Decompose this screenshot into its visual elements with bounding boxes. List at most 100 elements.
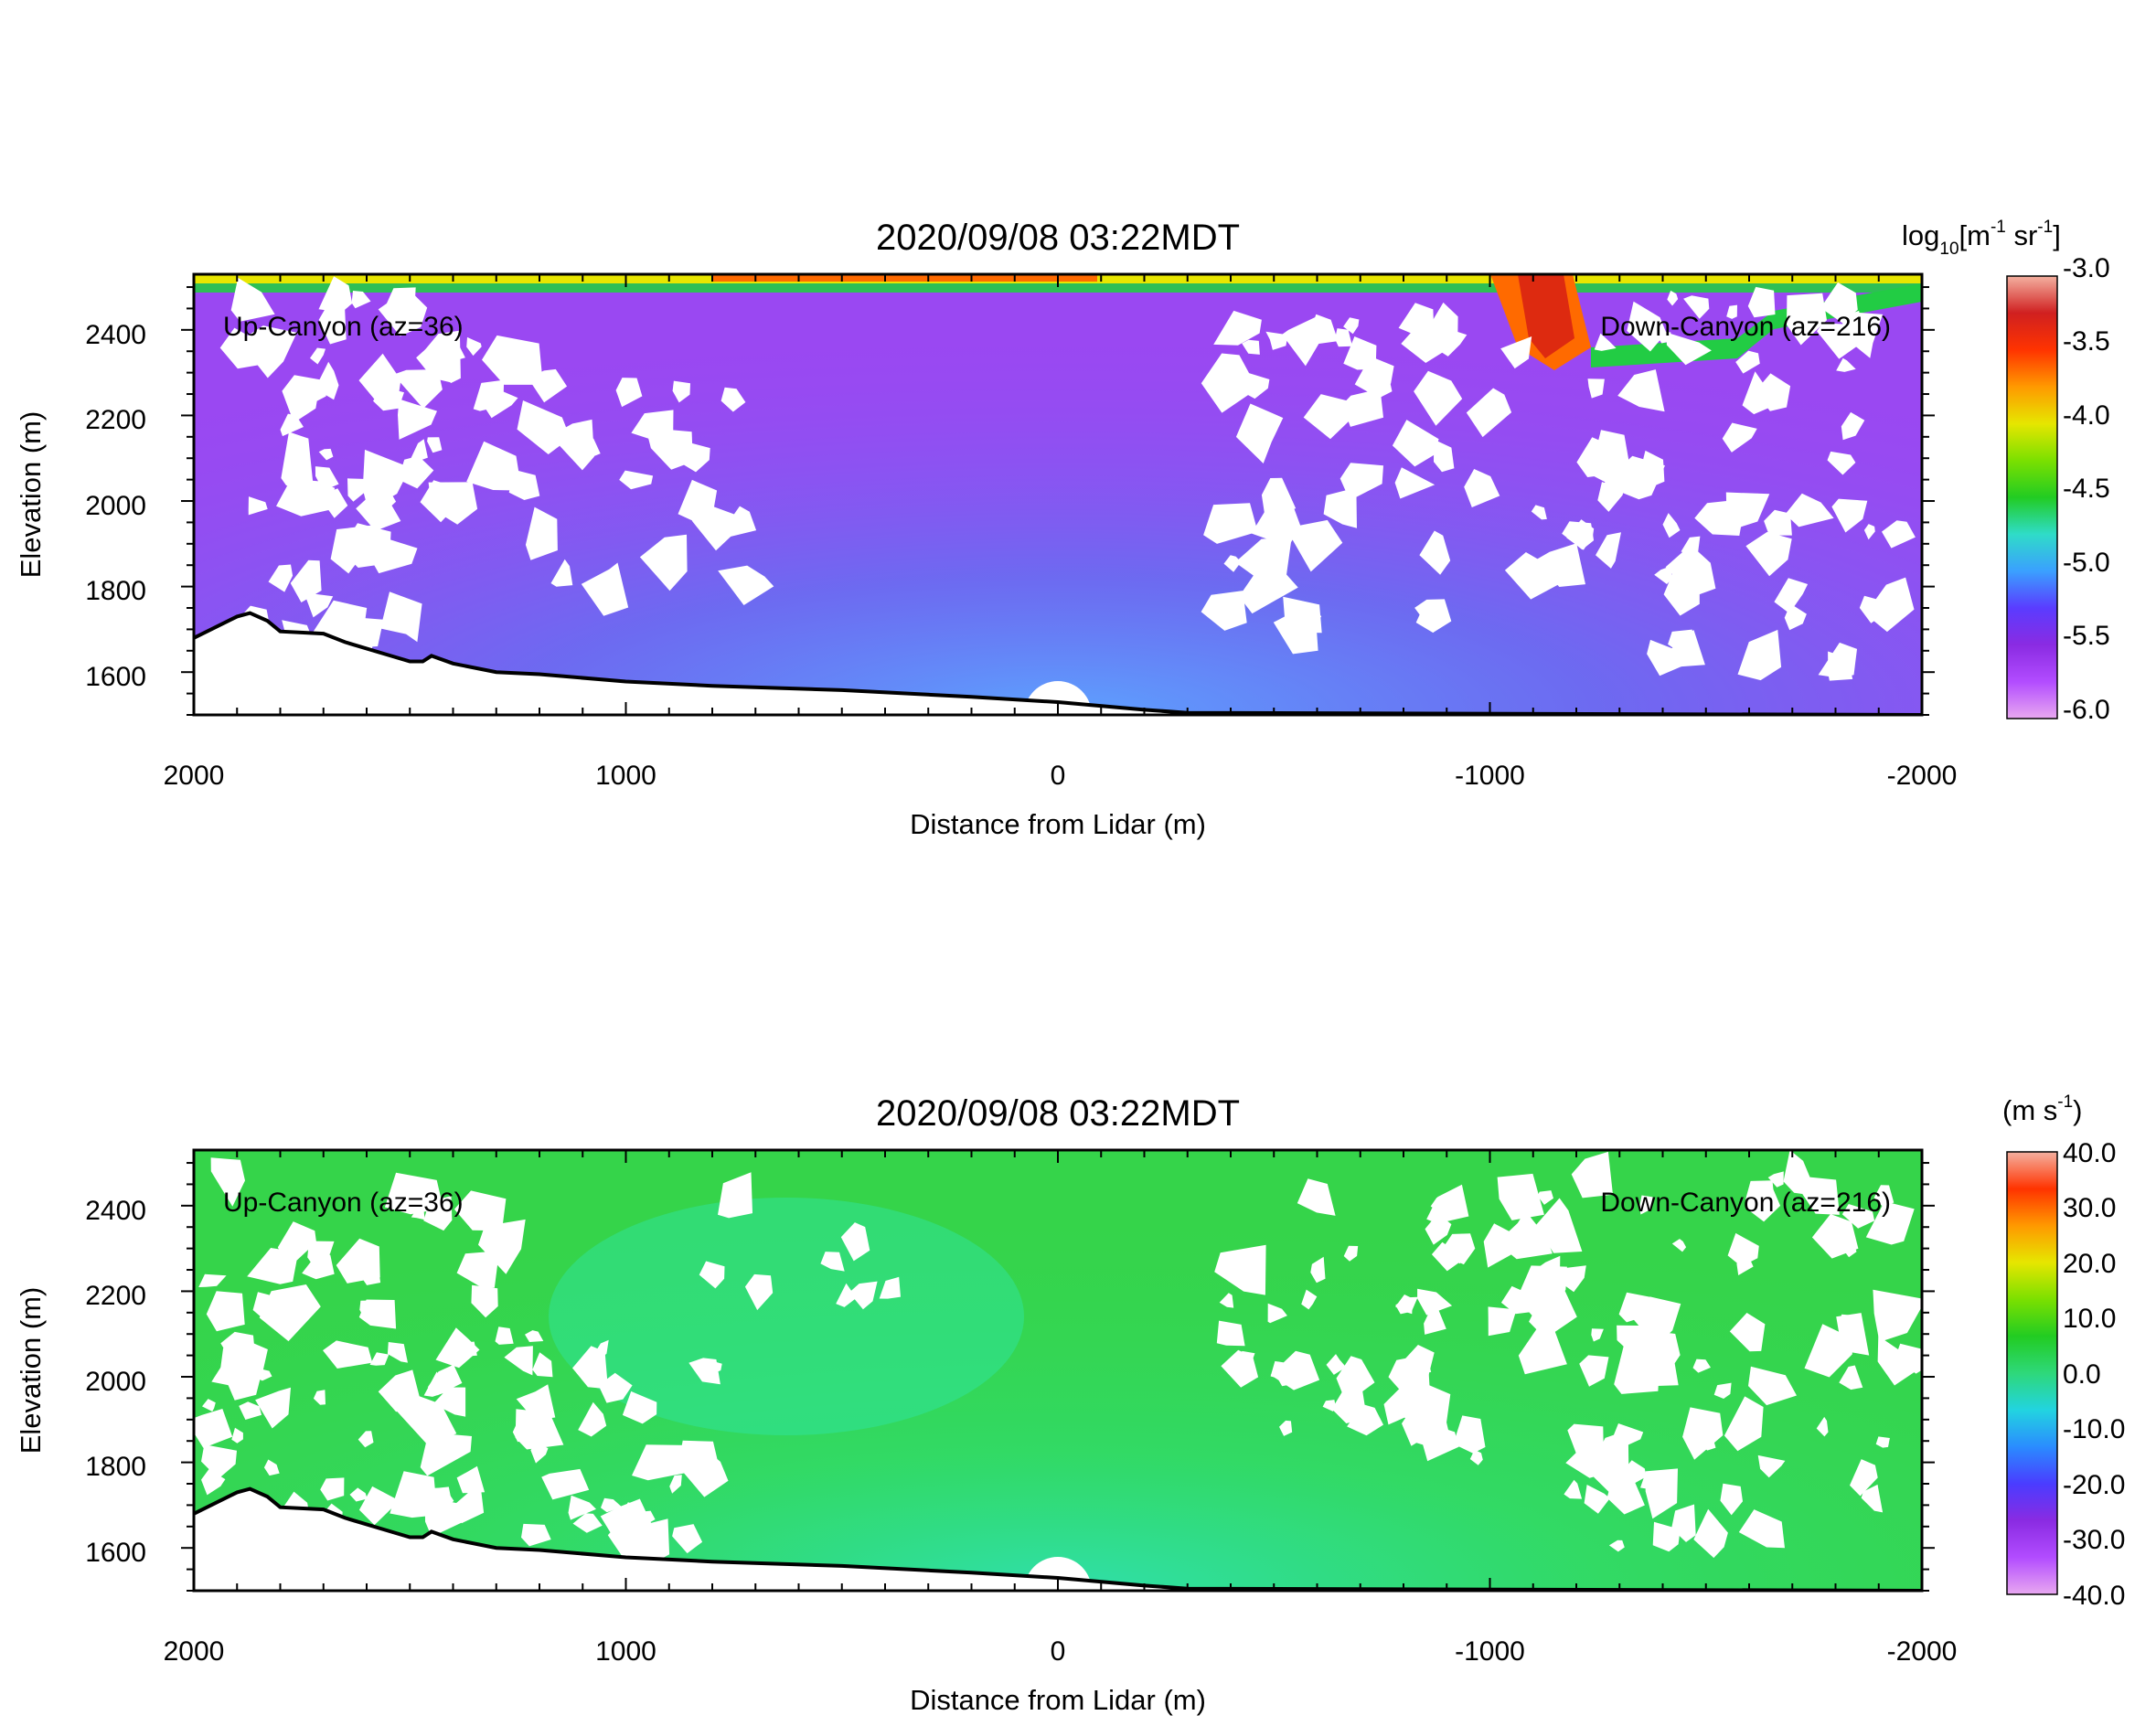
y-tick-label: 1800 — [85, 576, 146, 606]
missing-data-patch — [466, 336, 482, 357]
missing-data-patch — [705, 1360, 722, 1375]
annotation-up-canyon: Up-Canyon (az=36) — [223, 312, 464, 342]
missing-data-patch — [1307, 314, 1339, 345]
missing-data-patch — [727, 506, 757, 538]
missing-data-patch — [720, 387, 746, 412]
missing-data-patch — [1662, 513, 1681, 538]
missing-data-patch — [340, 523, 391, 568]
missing-data-patch — [1213, 310, 1262, 346]
missing-data-patch — [1241, 371, 1270, 400]
missing-data-patch — [672, 1524, 703, 1554]
missing-data-patch — [302, 1248, 335, 1280]
missing-data-patch — [1267, 1303, 1287, 1324]
missing-data-patch — [528, 368, 568, 403]
missing-data-patch — [572, 1513, 603, 1533]
missing-data-patch — [1682, 1407, 1724, 1460]
colorbar-tick-label: -20.0 — [2063, 1470, 2125, 1500]
colorbar-gradient — [2006, 1151, 2058, 1595]
missing-data-patch — [1398, 303, 1435, 339]
x-tick-label: -2000 — [1887, 761, 1958, 791]
missing-data-patch — [482, 335, 543, 385]
missing-data-patch — [1535, 543, 1585, 587]
missing-data-patch — [1729, 1313, 1766, 1352]
panel-backscatter: 2020/09/08 03:22MDT 2000 1000 0 -1000 -2… — [15, 218, 2110, 840]
missing-data-patch — [1827, 451, 1856, 475]
missing-data-patch — [315, 361, 339, 400]
below-terrain-mask — [194, 613, 1922, 715]
missing-data-patch — [1239, 556, 1298, 614]
colorbar-label: log10[m-1 sr-1] — [1902, 218, 2061, 259]
x-tick-label: -1000 — [1455, 1636, 1525, 1667]
missing-data-patch — [248, 496, 268, 516]
missing-data-patch — [359, 1300, 377, 1318]
missing-data-patch — [632, 1444, 694, 1481]
missing-data-patch — [1417, 1288, 1453, 1316]
missing-data-patch — [669, 1475, 682, 1494]
missing-data-patch — [320, 1477, 345, 1501]
missing-data-patch — [1500, 1285, 1533, 1315]
heatmap-field — [194, 1150, 1922, 1591]
missing-data-patch — [1303, 394, 1354, 440]
colorbar-tick-label: -3.0 — [2063, 253, 2110, 283]
missing-data-patch — [1283, 596, 1322, 634]
missing-data-patch — [1201, 353, 1258, 413]
missing-data-patch — [1838, 1314, 1852, 1330]
missing-data-patch — [411, 439, 428, 463]
missing-data-patch — [598, 1372, 633, 1403]
missing-data-patch — [1483, 1223, 1526, 1268]
missing-data-patch — [456, 1465, 486, 1494]
missing-data-patch — [1841, 311, 1884, 358]
missing-data-patch — [1336, 1356, 1375, 1403]
missing-data-patch — [581, 562, 629, 616]
missing-data-patch — [318, 302, 347, 345]
annotation-down-canyon: Down-Canyon (az=216) — [1600, 1188, 1891, 1218]
missing-data-patch — [1414, 370, 1463, 426]
missing-data-patch — [1323, 487, 1357, 528]
missing-data-patch — [1757, 1454, 1786, 1478]
missing-data-patch — [1297, 1178, 1336, 1216]
colorbar-tick-label: -40.0 — [2063, 1581, 2125, 1611]
missing-data-patch — [1562, 521, 1595, 550]
colorbar-tick-label: -30.0 — [2063, 1525, 2125, 1555]
annotation-down-canyon: Down-Canyon (az=216) — [1600, 312, 1891, 342]
y-tick-label: 2400 — [85, 1196, 146, 1226]
missing-data-patch — [1388, 1354, 1431, 1405]
y-axis-label: Elevation (m) — [15, 411, 47, 579]
missing-data-patch — [1419, 530, 1451, 575]
y-tick-label: 2200 — [85, 1281, 146, 1311]
missing-data-patch — [313, 1390, 326, 1405]
missing-data-patch — [639, 534, 688, 591]
colorbar-label-exp: -1 — [2057, 1092, 2073, 1112]
missing-data-patch — [360, 1268, 381, 1285]
missing-data-patch — [1720, 1483, 1743, 1516]
missing-data-patch — [201, 1444, 237, 1479]
field-cyan-patch — [549, 1198, 1024, 1435]
missing-data-patch — [1663, 557, 1700, 616]
missing-data-patch — [202, 1399, 216, 1412]
x-axis-label: Distance from Lidar (m) — [910, 1684, 1206, 1716]
missing-data-patch — [1617, 369, 1665, 412]
panel-velocity: 2020/09/08 03:22MDT 2000 1000 0 -1000 -2… — [15, 1092, 2125, 1716]
missing-data-patch — [362, 449, 411, 510]
missing-data-patch — [358, 1431, 374, 1448]
missing-data-patch — [1639, 1195, 1653, 1215]
x-axis-label: Distance from Lidar (m) — [910, 808, 1206, 840]
missing-data-patch — [194, 1409, 233, 1448]
missing-data-patch — [358, 1486, 397, 1526]
missing-data-patch — [1518, 1324, 1567, 1375]
missing-data-patch — [504, 1346, 533, 1376]
aerosol-band-orange — [713, 274, 1097, 282]
missing-data-patch — [263, 1459, 280, 1476]
colorbar: log10[m-1 sr-1] -3.0 -3.5 -4.0 -4.5 -5.0… — [1902, 218, 2110, 725]
terrain-line — [194, 611, 1922, 715]
colorbar-tick-label: -4.0 — [2063, 400, 2110, 431]
missing-data-patch — [1735, 350, 1760, 374]
below-terrain-mask — [194, 1488, 1922, 1591]
missing-data-patch — [1839, 1365, 1863, 1390]
missing-data-patch — [636, 1518, 670, 1566]
missing-data-patch — [1243, 1267, 1261, 1286]
missing-data-patch — [1425, 302, 1458, 344]
annotation-up-canyon: Up-Canyon (az=36) — [223, 1188, 464, 1218]
missing-data-patch — [1221, 1349, 1259, 1388]
